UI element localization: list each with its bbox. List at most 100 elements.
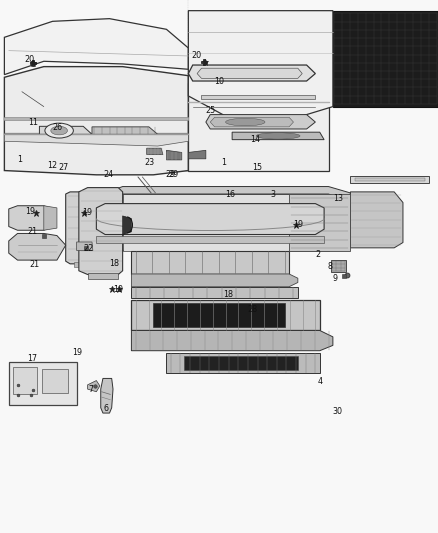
Polygon shape — [9, 362, 77, 405]
Polygon shape — [201, 95, 315, 99]
Text: 28: 28 — [247, 305, 258, 313]
Text: 6: 6 — [104, 404, 109, 413]
Polygon shape — [166, 353, 320, 373]
Polygon shape — [101, 378, 113, 413]
Text: 13: 13 — [333, 195, 343, 203]
Polygon shape — [153, 303, 285, 327]
Text: 19: 19 — [82, 208, 92, 216]
Text: 19: 19 — [293, 221, 304, 229]
Polygon shape — [210, 117, 293, 127]
Polygon shape — [105, 194, 350, 251]
Polygon shape — [79, 188, 123, 274]
Polygon shape — [13, 367, 37, 394]
Polygon shape — [96, 204, 324, 235]
Polygon shape — [44, 206, 57, 230]
Ellipse shape — [51, 126, 67, 135]
Polygon shape — [79, 96, 188, 171]
Text: 8: 8 — [328, 262, 332, 271]
Polygon shape — [166, 150, 182, 160]
Text: 29: 29 — [166, 171, 176, 179]
Text: 11: 11 — [28, 118, 39, 127]
Polygon shape — [0, 0, 188, 171]
Polygon shape — [110, 219, 346, 221]
Ellipse shape — [256, 133, 300, 139]
Polygon shape — [42, 369, 68, 393]
Text: 23: 23 — [145, 158, 155, 167]
Text: 30: 30 — [332, 407, 343, 416]
Text: 17: 17 — [27, 354, 37, 362]
Polygon shape — [331, 260, 346, 272]
Polygon shape — [110, 197, 346, 200]
Polygon shape — [4, 117, 188, 120]
Polygon shape — [96, 236, 324, 243]
Polygon shape — [110, 233, 346, 236]
Polygon shape — [110, 226, 346, 229]
Polygon shape — [110, 204, 346, 207]
Text: 27: 27 — [58, 164, 68, 172]
Text: 1: 1 — [221, 158, 226, 167]
Polygon shape — [74, 262, 96, 266]
Text: 18: 18 — [223, 290, 233, 298]
Text: 9: 9 — [332, 274, 337, 283]
Text: 19: 19 — [72, 349, 82, 357]
Text: 14: 14 — [250, 135, 260, 144]
Polygon shape — [0, 171, 438, 394]
Text: 10: 10 — [215, 77, 225, 85]
Ellipse shape — [226, 118, 265, 126]
Polygon shape — [188, 11, 333, 117]
Text: 21: 21 — [27, 228, 37, 236]
Text: 4: 4 — [318, 377, 323, 386]
Text: 7: 7 — [88, 385, 94, 393]
Ellipse shape — [45, 123, 74, 138]
Polygon shape — [123, 194, 328, 251]
Polygon shape — [131, 251, 289, 274]
Polygon shape — [66, 192, 110, 264]
Text: 19: 19 — [25, 207, 35, 215]
Polygon shape — [105, 187, 350, 203]
Polygon shape — [350, 176, 429, 183]
Polygon shape — [197, 68, 302, 78]
Polygon shape — [131, 287, 298, 298]
Text: 21: 21 — [29, 261, 39, 269]
Polygon shape — [0, 394, 438, 533]
Polygon shape — [350, 192, 403, 248]
Polygon shape — [9, 206, 53, 230]
Text: 20: 20 — [24, 55, 34, 64]
Text: 1: 1 — [18, 156, 22, 164]
Text: 3: 3 — [271, 190, 276, 198]
Polygon shape — [184, 356, 298, 370]
Text: 20: 20 — [192, 52, 202, 60]
Polygon shape — [232, 132, 324, 140]
Text: 29: 29 — [169, 171, 179, 179]
Polygon shape — [4, 19, 188, 75]
Polygon shape — [147, 148, 163, 155]
Polygon shape — [131, 300, 320, 330]
Polygon shape — [333, 11, 438, 107]
Polygon shape — [4, 67, 188, 175]
Polygon shape — [188, 65, 315, 81]
Text: 26: 26 — [53, 124, 63, 132]
Polygon shape — [206, 115, 315, 129]
Text: 2: 2 — [315, 251, 321, 259]
Text: 12: 12 — [47, 161, 57, 169]
Polygon shape — [188, 83, 328, 171]
Polygon shape — [110, 212, 346, 214]
Polygon shape — [39, 126, 92, 134]
Polygon shape — [92, 127, 158, 134]
Text: 25: 25 — [206, 106, 216, 115]
Polygon shape — [289, 194, 350, 251]
Polygon shape — [77, 242, 93, 251]
Text: 18: 18 — [110, 259, 120, 268]
Polygon shape — [131, 330, 333, 351]
Polygon shape — [188, 0, 438, 171]
Polygon shape — [188, 150, 206, 159]
Text: 16: 16 — [225, 190, 235, 198]
Text: 19: 19 — [113, 286, 123, 294]
Polygon shape — [88, 381, 100, 392]
Text: 22: 22 — [83, 244, 93, 253]
Text: 15: 15 — [252, 164, 262, 172]
Polygon shape — [4, 133, 188, 146]
Polygon shape — [131, 274, 298, 287]
Polygon shape — [88, 273, 118, 279]
Polygon shape — [123, 216, 131, 235]
